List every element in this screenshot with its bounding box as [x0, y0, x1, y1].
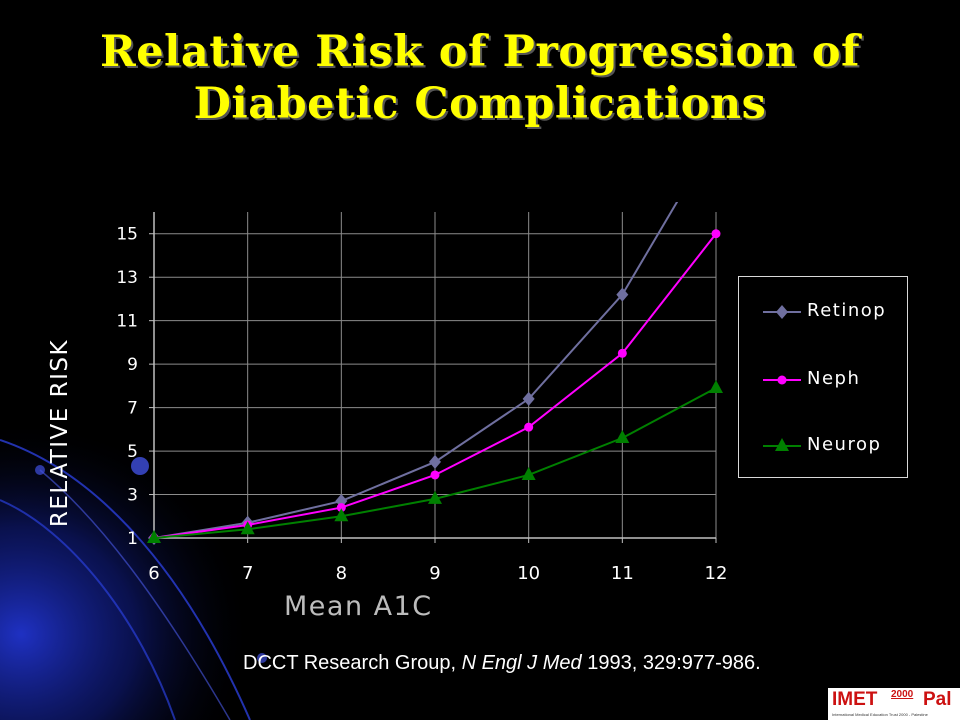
logo-tagline: International Medical Education Trust 20…: [832, 712, 928, 717]
legend-label-neph: Neph: [807, 368, 861, 389]
legend-swatch-neurop: [763, 438, 801, 451]
point-neurop-8: [334, 508, 349, 522]
x-tick-label-10: 10: [517, 563, 540, 584]
point-retinop-11: [616, 287, 629, 302]
legend-marker-retinop: [776, 305, 788, 319]
chart-gridlines: [153, 212, 717, 539]
citation-journal: N Engl J Med: [461, 652, 582, 674]
legend-marker-neurop: [775, 438, 789, 451]
legend-label-retinop: Retinop: [807, 300, 887, 321]
x-tick-label-6: 6: [148, 563, 159, 584]
y-tick-label-9: 9: [127, 355, 138, 375]
imet-logo: IMET 2000 Pal International Medical Educ…: [828, 688, 960, 720]
y-tick-label-13: 13: [116, 268, 138, 288]
legend-label-neurop: Neurop: [807, 434, 882, 455]
logo-pal: Pal: [923, 689, 952, 710]
y-tick-label-1: 1: [127, 529, 138, 549]
y-tick-label-3: 3: [127, 486, 138, 506]
citation: DCCT Research Group, N Engl J Med 1993, …: [243, 652, 761, 675]
legend-swatch-retinop: [763, 305, 801, 319]
citation-authors: DCCT Research Group,: [243, 652, 462, 674]
point-neurop-7: [240, 521, 255, 535]
x-tick-label-9: 9: [429, 563, 440, 584]
chart-axes: [149, 212, 717, 543]
slide-title: Relative Risk of Progression of Diabetic…: [0, 26, 960, 130]
y-tick-label-7: 7: [127, 399, 138, 419]
point-neph-12: [711, 229, 721, 239]
chart-series: [147, 202, 723, 545]
point-neurop-6: [147, 530, 161, 543]
point-neurop-10: [521, 466, 536, 480]
point-retinop-10: [522, 391, 535, 406]
point-neph-10: [524, 422, 534, 432]
chart-legend: Retinop Neph Neurop: [738, 276, 908, 478]
citation-details: 1993, 329:977-986.: [581, 652, 761, 674]
slide-title-line2: Diabetic Complications: [193, 79, 767, 129]
slide-title-line1: Relative Risk of Progression of: [99, 27, 861, 77]
point-neurop-9: [428, 490, 442, 504]
x-axis-label: Mean A1C: [284, 591, 433, 622]
y-tick-label-15: 15: [116, 225, 138, 245]
y-tick-label-5: 5: [127, 442, 138, 462]
logo-imet: IMET: [832, 689, 878, 710]
point-neph-11: [617, 348, 627, 358]
point-retinop-9: [429, 454, 441, 469]
y-tick-label-11: 11: [116, 312, 138, 332]
point-neurop-11: [615, 430, 630, 444]
point-neph-8: [336, 503, 346, 513]
y-axis-label: RELATIVE RISK: [47, 338, 73, 528]
point-neurop-12: [709, 380, 723, 394]
logo-year: 2000: [891, 689, 914, 700]
x-tick-label-7: 7: [242, 563, 253, 584]
x-tick-label-8: 8: [336, 563, 347, 584]
point-neph-9: [430, 470, 440, 480]
x-tick-label-12: 12: [705, 563, 728, 584]
legend-marker-neph: [777, 375, 787, 385]
x-tick-label-11: 11: [611, 563, 634, 584]
legend-swatch-neph: [763, 375, 801, 385]
